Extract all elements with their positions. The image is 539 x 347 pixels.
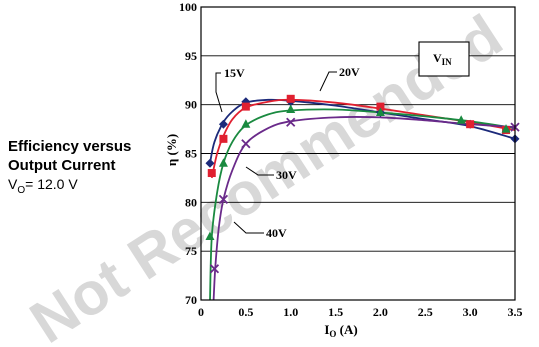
x-tick-label: 2.0: [373, 305, 388, 319]
tick-labels: 70 75 80 85 90 95 100 0 0.5 1.0 1.5 2.0 2.5 3.0 3.5: [179, 0, 523, 319]
series-label-30v: 30V: [276, 168, 297, 182]
data-point-30v: [218, 158, 228, 167]
series-line-40v: [212, 116, 516, 301]
series-label-20v: 20V: [339, 65, 360, 79]
data-point-20v: [207, 169, 216, 178]
series-label-40v: 40V: [266, 226, 287, 240]
y-tick-label: 95: [185, 49, 197, 63]
caption-condition: VO= 12.0 V: [8, 176, 78, 196]
x-tick-label: 1.0: [283, 305, 298, 319]
data-point-40v: [286, 117, 296, 127]
y-tick-label: 100: [179, 0, 197, 14]
caption-condition-sub: O: [17, 184, 26, 196]
x-tick-label: 3.5: [508, 305, 523, 319]
legend-frame: [418, 41, 470, 77]
y-tick-label: 75: [185, 244, 197, 258]
series-markers: [205, 94, 520, 274]
data-point-30v: [205, 231, 215, 241]
series-line-30v: [209, 108, 516, 301]
data-point-30v: [501, 124, 511, 133]
data-point-20v: [466, 120, 475, 129]
series-labels: 15V 20V 30V 40V: [224, 65, 360, 240]
y-tick-label: 70: [185, 293, 197, 307]
data-point-40v: [209, 264, 220, 274]
x-tick-label: 0: [198, 305, 204, 319]
leader-line-20v: [319, 71, 337, 92]
x-tick-label: 0.5: [238, 305, 253, 319]
y-tick-label: 80: [185, 195, 197, 209]
x-axis-label-sub: O: [329, 329, 336, 339]
x-axis-label: IO (A): [324, 322, 357, 339]
series-leader-lines: [215, 71, 337, 234]
series-label-15v: 15V: [224, 66, 245, 80]
caption-line-1: Efficiency versus: [8, 138, 132, 155]
data-point-20v: [241, 102, 250, 111]
data-point-20v: [286, 94, 295, 103]
data-point-30v: [286, 104, 296, 114]
data-point-20v: [376, 102, 385, 111]
data-point-40v: [241, 139, 251, 149]
x-tick-label: 3.0: [463, 305, 478, 319]
data-point-15v: [218, 119, 228, 129]
data-point-30v: [456, 115, 466, 124]
y-tick-label: 90: [185, 98, 197, 112]
data-point-15v: [205, 158, 215, 168]
figure-caption: Efficiency versus Output Current VO= 12.…: [8, 137, 158, 200]
leader-line-30v: [245, 166, 274, 176]
leader-line-40v: [233, 221, 264, 234]
plot-frame: [200, 6, 516, 301]
leader-line-15v: [215, 72, 223, 113]
y-tick-label: 85: [185, 147, 197, 161]
x-tick-label: 2.5: [418, 305, 433, 319]
data-point-30v: [241, 119, 251, 128]
data-point-20v: [219, 134, 228, 143]
legend-box: VIN: [418, 41, 470, 77]
legend-title: VIN: [433, 51, 452, 67]
y-axis-label: η (%): [164, 134, 179, 166]
data-point-40v: [218, 194, 229, 205]
data-point-30v: [375, 107, 385, 116]
caption-line-2: Output Current: [8, 157, 116, 174]
legend-title-sub: IN: [442, 57, 453, 67]
x-tick-label: 1.5: [328, 305, 343, 319]
